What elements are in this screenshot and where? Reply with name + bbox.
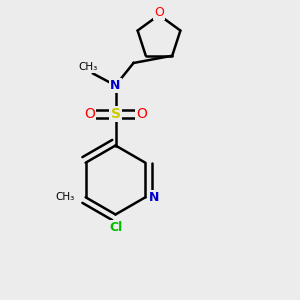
Text: Cl: Cl — [109, 220, 122, 234]
Text: N: N — [110, 79, 121, 92]
Text: N: N — [148, 191, 159, 204]
Text: O: O — [154, 6, 164, 19]
Text: CH₃: CH₃ — [78, 62, 97, 73]
Text: CH₃: CH₃ — [55, 192, 74, 202]
Text: S: S — [110, 107, 121, 121]
Text: O: O — [84, 107, 95, 121]
Text: O: O — [136, 107, 147, 121]
